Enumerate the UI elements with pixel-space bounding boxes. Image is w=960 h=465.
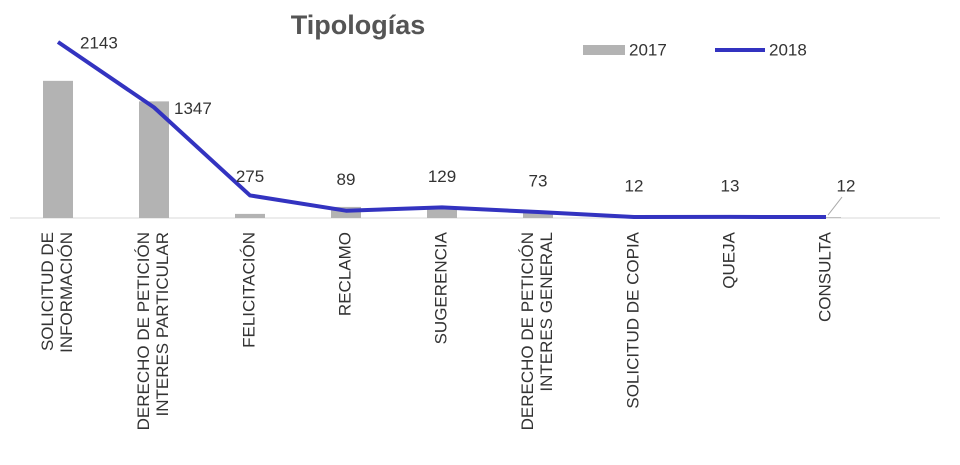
x-tick-label: SOLICITUD DE xyxy=(38,232,57,351)
x-tick-label: INTERES GENERAL xyxy=(537,232,556,392)
chart-title: Tipologías xyxy=(291,10,426,40)
line xyxy=(56,40,827,220)
legend-label: 2018 xyxy=(769,40,807,59)
data-label: 1347 xyxy=(174,99,212,118)
legend-swatch xyxy=(583,45,625,55)
bar xyxy=(139,101,169,218)
data-label: 89 xyxy=(337,170,356,189)
x-tick-label: DERECHO DE PETICIÓN xyxy=(134,232,153,430)
x-tick-label: DERECHO DE PETICIÓN xyxy=(518,232,537,430)
x-tick-label: INTERES PARTICULAR xyxy=(153,232,172,417)
bar xyxy=(43,80,73,219)
bar xyxy=(427,208,457,218)
data-label: 2143 xyxy=(80,33,118,52)
data-label: 73 xyxy=(529,171,548,190)
x-tick-label: SUGERENCIA xyxy=(431,231,450,344)
data-label: 275 xyxy=(236,167,264,186)
leader-line xyxy=(827,196,843,216)
x-tick-label: CONSULTA xyxy=(815,231,834,322)
data-label: 12 xyxy=(625,176,644,195)
x-tick-label: SOLICITUD DE COPIA xyxy=(623,231,642,408)
x-tick-label: FELICITACIÓN xyxy=(239,232,258,348)
bar xyxy=(811,217,841,218)
data-label: 13 xyxy=(721,176,740,195)
legend-label: 2017 xyxy=(629,40,667,59)
x-tick-label: RECLAMO xyxy=(335,232,354,316)
x-tick-label: INFORMACIÓN xyxy=(57,232,76,353)
data-label: 129 xyxy=(428,167,456,186)
data-label: 12 xyxy=(837,176,856,195)
bar xyxy=(523,212,553,218)
x-tick-label: QUEJA xyxy=(719,231,738,288)
bar xyxy=(235,213,265,218)
